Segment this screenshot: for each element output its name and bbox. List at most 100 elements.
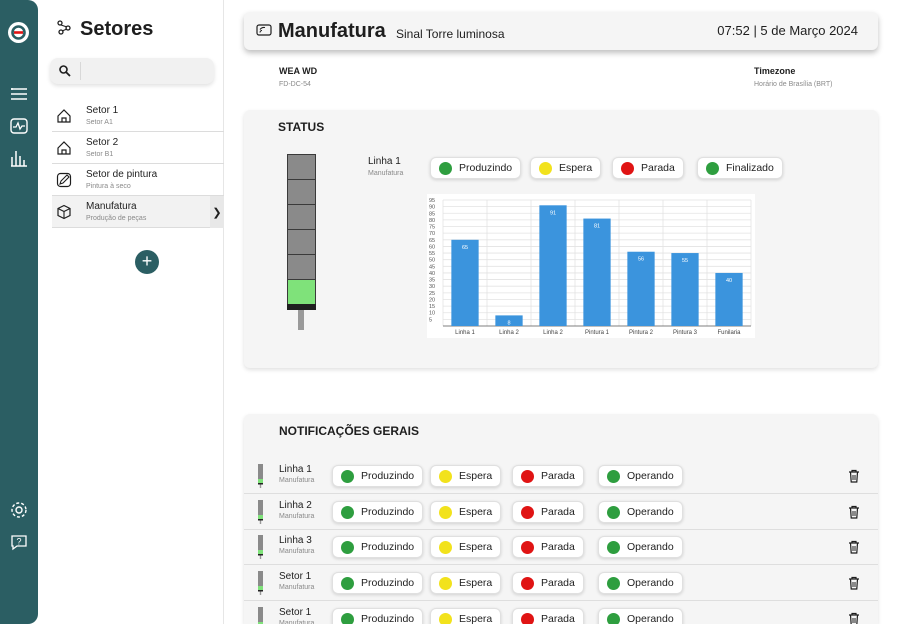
sector-sub: Produção de peças [86,215,147,222]
notification-chip-s3[interactable]: Parada [512,465,584,487]
notification-chip-s3[interactable]: Parada [512,501,584,523]
notification-chip-s1[interactable]: Produzindo [332,572,424,594]
mini-tower-icon [258,500,263,524]
trash-icon[interactable] [848,540,860,554]
search-icon[interactable] [58,64,72,78]
tower-light [287,204,316,230]
notification-chip-s2[interactable]: Espera [430,572,502,594]
red-dot-icon [521,576,534,590]
notification-chip-s2[interactable]: Espera [430,501,502,523]
y-tick-label: 65 [429,238,435,244]
chevron-right-icon[interactable]: ❯ [210,196,224,228]
x-tick-label: Linha 1 [455,330,475,336]
notification-chip-s2[interactable]: Espera [430,608,502,624]
red-dot-icon [621,161,634,175]
device-value: FD-DC-54 [279,81,311,88]
chip-label: Produzindo [361,613,415,624]
timezone-value: Horário de Brasília (BRT) [754,81,833,88]
bar-data-label: 56 [638,257,644,263]
notification-chip-s3[interactable]: Parada [512,572,584,594]
chart-bar [583,218,611,326]
cube-icon [56,204,72,220]
y-tick-label: 70 [429,231,435,237]
trash-icon[interactable] [848,612,860,624]
chart-bar [539,205,567,326]
yellow-dot-icon [439,576,452,590]
trash-icon[interactable] [848,469,860,483]
status-chip-produzindo[interactable]: Produzindo [430,157,522,179]
status-chip-finalizado[interactable]: Finalizado [697,157,783,179]
notification-chip-s4[interactable]: Operando [598,501,683,523]
search-input[interactable] [86,61,206,81]
chip-label: Operando [627,577,674,589]
page-subtitle: Sinal Torre luminosa [396,27,505,41]
sectors-icon [56,19,72,40]
notification-chip-s4[interactable]: Operando [598,608,683,624]
y-tick-label: 15 [429,304,435,310]
help-icon[interactable]: ? [9,532,29,552]
notification-chip-s4[interactable]: Operando [598,536,683,558]
chip-label: Finalizado [726,162,774,174]
yellow-dot-icon [539,161,552,175]
menu-icon[interactable] [9,84,29,104]
notification-chip-s4[interactable]: Operando [598,572,683,594]
notification-chip-s4[interactable]: Operando [598,465,683,487]
chip-label: Produzindo [361,541,415,553]
sector-sub: Setor B1 [86,151,114,158]
notification-chip-s1[interactable]: Produzindo [332,536,424,558]
notification-chip-s1[interactable]: Produzindo [332,465,424,487]
mini-tower-icon [258,464,263,488]
notifications-panel: NOTIFICAÇÕES GERAIS Linha 1 Manufatura Pro… [244,414,878,624]
sector-item-setor-de-pintura[interactable]: Setor de pintura Pintura à seco [52,164,224,196]
red-dot-icon [521,540,534,554]
y-tick-label: 30 [429,284,435,290]
status-chip-espera[interactable]: Espera [530,157,602,179]
notification-chip-s1[interactable]: Produzindo [332,608,424,624]
bar-data-label: 91 [550,210,556,216]
chip-label: Parada [541,470,575,482]
chart-bar [451,239,479,326]
signal-tower [287,154,318,330]
bar-chart-icon[interactable] [9,148,29,168]
notification-chip-s2[interactable]: Espera [430,465,502,487]
add-sector-button[interactable]: + [135,250,159,274]
green-dot-icon [607,540,620,554]
notifications-title: NOTIFICAÇÕES GERAIS [279,424,420,438]
line-sub: Manufatura [368,170,404,177]
sector-item-setor-1[interactable]: Setor 1 Setor A1 [52,100,224,132]
monitor-icon[interactable] [9,116,29,136]
chip-label: Operando [627,613,674,624]
settings-gear-icon[interactable] [9,500,29,520]
tower-light [287,154,316,180]
trash-icon[interactable] [848,576,860,590]
green-dot-icon [439,161,452,175]
y-tick-label: 40 [429,271,435,277]
bar-data-label: 81 [594,224,600,230]
status-chip-parada[interactable]: Parada [612,157,684,179]
green-dot-icon [607,612,620,624]
green-dot-icon [607,505,620,519]
timezone-info: Timezone Horário de Brasília (BRT) [754,66,832,88]
notification-chip-s2[interactable]: Espera [430,536,502,558]
green-dot-icon [706,161,719,175]
sector-item-manufatura[interactable]: Manufatura Produção de peças ❯ [52,196,224,228]
x-tick-label: Pintura 3 [673,330,698,336]
sector-name: Setor 1 [86,105,119,116]
bar-data-label: 65 [462,245,468,251]
tower-light [287,254,316,280]
notification-line-sub: Manufatura [279,584,315,591]
app-logo[interactable] [8,22,29,43]
bar-data-label: 55 [682,258,688,264]
signal-icon [256,24,272,38]
notification-chip-s1[interactable]: Produzindo [332,501,424,523]
device-info: WEA WD FD-DC-54 [279,66,317,88]
notification-chip-s3[interactable]: Parada [512,536,584,558]
notification-chip-s3[interactable]: Parada [512,608,584,624]
notification-line-name: Setor 1 [279,571,312,582]
y-tick-label: 60 [429,244,435,250]
page-title: Manufatura [278,20,386,42]
sector-item-setor-2[interactable]: Setor 2 Setor B1 [52,132,224,164]
y-tick-label: 85 [429,211,435,217]
trash-icon[interactable] [848,505,860,519]
y-tick-label: 55 [429,251,435,257]
